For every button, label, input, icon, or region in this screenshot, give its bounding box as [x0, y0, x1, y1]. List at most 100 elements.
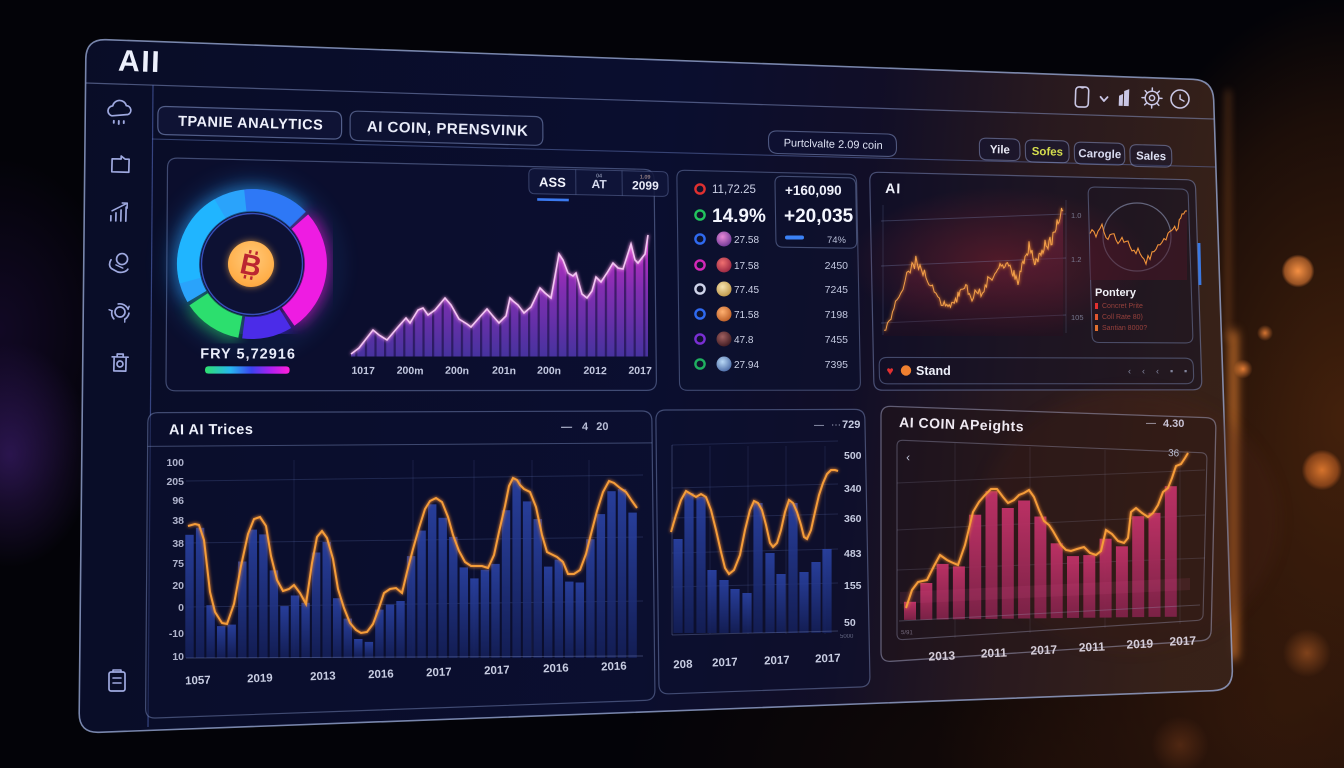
svg-text:208: 208	[673, 659, 693, 672]
svg-text:2012: 2012	[583, 365, 607, 378]
svg-text:—: —	[1146, 418, 1156, 429]
svg-text:7198: 7198	[825, 309, 849, 321]
svg-text:Carogle: Carogle	[1078, 148, 1121, 161]
svg-text:2011: 2011	[1079, 639, 1106, 654]
svg-text:2017: 2017	[628, 365, 652, 378]
svg-text:Purtclvalte 2.09 coin: Purtclvalte 2.09 coin	[784, 137, 883, 152]
svg-text:2017: 2017	[426, 666, 452, 679]
svg-text:2013: 2013	[928, 648, 956, 663]
svg-text:—: —	[561, 421, 572, 433]
svg-text:47.8: 47.8	[734, 335, 754, 346]
svg-text:‹: ‹	[1128, 366, 1131, 376]
svg-text:1017: 1017	[351, 365, 375, 378]
svg-text:ASS: ASS	[539, 174, 566, 190]
svg-text:1.2: 1.2	[1071, 255, 1081, 264]
svg-text:Concret Prite: Concret Prite	[1102, 303, 1143, 310]
svg-text:FRY 5,72916: FRY 5,72916	[200, 346, 296, 362]
svg-text:5000: 5000	[840, 634, 854, 640]
svg-text:96: 96	[172, 495, 184, 507]
svg-text:—: —	[814, 420, 824, 431]
svg-text:340: 340	[844, 483, 862, 495]
svg-text:0: 0	[178, 602, 184, 614]
svg-text:Yile: Yile	[990, 144, 1010, 157]
svg-text:Coll Rate 80): Coll Rate 80)	[1102, 314, 1143, 321]
svg-text:04: 04	[596, 173, 603, 179]
svg-text:74%: 74%	[827, 235, 847, 246]
svg-text:2450: 2450	[825, 260, 849, 272]
svg-text:14.9%: 14.9%	[712, 206, 766, 227]
svg-text:200n: 200n	[537, 365, 561, 378]
svg-text:‹: ‹	[906, 450, 910, 464]
svg-text:2017: 2017	[484, 664, 510, 677]
svg-text:AI COIN, PRENSVINK: AI COIN, PRENSVINK	[367, 118, 529, 139]
svg-text:38: 38	[172, 515, 184, 527]
svg-text:⋯: ⋯	[831, 420, 841, 431]
svg-text:10: 10	[172, 651, 184, 663]
svg-text:2016: 2016	[601, 661, 627, 674]
svg-text:2099: 2099	[632, 178, 659, 193]
svg-text:-10: -10	[169, 628, 184, 640]
svg-text:2019: 2019	[1126, 636, 1154, 651]
svg-text:Pontery: Pontery	[1095, 287, 1137, 299]
svg-text:2017: 2017	[1030, 642, 1058, 657]
svg-text:155: 155	[844, 580, 862, 592]
svg-text:1057: 1057	[185, 675, 211, 688]
svg-text:2019: 2019	[247, 672, 273, 685]
svg-text:20: 20	[596, 421, 608, 433]
svg-text:729: 729	[842, 419, 860, 431]
svg-text:2017: 2017	[1169, 633, 1197, 648]
svg-text:200n: 200n	[445, 365, 469, 378]
svg-text:500: 500	[844, 450, 862, 462]
svg-text:5/91: 5/91	[901, 630, 914, 636]
svg-text:360: 360	[844, 513, 862, 525]
svg-text:1.0: 1.0	[1071, 211, 1081, 220]
svg-text:AT: AT	[591, 177, 607, 191]
svg-text:▪: ▪	[1184, 366, 1187, 376]
svg-text:2016: 2016	[368, 668, 394, 681]
svg-text:♥: ♥	[886, 364, 893, 378]
svg-text:2016: 2016	[543, 662, 569, 675]
svg-text:20: 20	[172, 580, 184, 592]
svg-text:75: 75	[172, 558, 184, 570]
svg-text:Santian 8000?: Santian 8000?	[1102, 325, 1147, 332]
svg-text:AII: AII	[118, 45, 162, 79]
svg-text:100: 100	[166, 457, 184, 469]
svg-text:27.58: 27.58	[734, 235, 759, 246]
svg-text:11,72.25: 11,72.25	[712, 184, 756, 196]
svg-text:2013: 2013	[310, 670, 336, 683]
svg-text:201n: 201n	[492, 365, 516, 378]
svg-text:36: 36	[1168, 448, 1180, 459]
svg-text:2017: 2017	[815, 653, 841, 666]
svg-text:Stand: Stand	[916, 364, 951, 378]
svg-text:AI COIN APeights: AI COIN APeights	[899, 414, 1024, 434]
svg-text:4: 4	[582, 421, 589, 433]
svg-text:7395: 7395	[825, 359, 849, 371]
svg-text:2017: 2017	[764, 655, 790, 668]
svg-text:205: 205	[166, 476, 184, 488]
svg-text:71.58: 71.58	[734, 310, 759, 321]
svg-text:38: 38	[172, 538, 184, 550]
svg-text:AI AI Trices: AI AI Trices	[169, 422, 254, 438]
svg-text:27.94: 27.94	[734, 360, 759, 371]
svg-text:1.09: 1.09	[640, 174, 651, 180]
svg-text:17.58: 17.58	[734, 261, 759, 272]
svg-text:2011: 2011	[981, 645, 1008, 660]
svg-text:+160,090: +160,090	[785, 183, 842, 198]
svg-text:7245: 7245	[825, 284, 849, 296]
svg-text:‹: ‹	[1156, 366, 1159, 376]
svg-text:▪: ▪	[1170, 366, 1173, 376]
svg-text:AI: AI	[885, 180, 901, 196]
svg-text:‹: ‹	[1142, 366, 1145, 376]
svg-text:200m: 200m	[396, 365, 423, 378]
svg-text:Sales: Sales	[1136, 150, 1166, 163]
svg-text:4.30: 4.30	[1163, 418, 1184, 430]
svg-text:105: 105	[1071, 313, 1084, 322]
svg-text:+20,035: +20,035	[784, 206, 854, 227]
svg-text:77.45: 77.45	[734, 285, 759, 296]
svg-text:Sofes: Sofes	[1032, 146, 1064, 159]
svg-text:TPANIE ANALYTICS: TPANIE ANALYTICS	[178, 114, 324, 134]
svg-text:483: 483	[844, 548, 862, 560]
svg-text:2017: 2017	[712, 657, 738, 670]
svg-text:50: 50	[844, 617, 856, 629]
svg-text:7455: 7455	[825, 334, 849, 346]
